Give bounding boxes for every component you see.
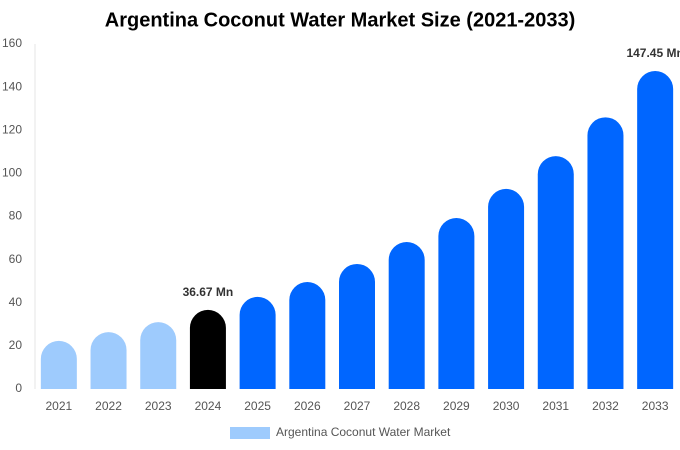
- x-tick-label: 2022: [95, 399, 122, 413]
- bar: [388, 241, 425, 389]
- y-tick-label: 140: [2, 79, 22, 93]
- y-tick-label: 120: [2, 122, 22, 136]
- value-label: 36.67 Mn: [183, 285, 234, 299]
- y-tick-label: 0: [15, 381, 22, 395]
- x-tick-label: 2032: [592, 399, 619, 413]
- x-tick-label: 2023: [145, 399, 172, 413]
- bar: [289, 282, 326, 389]
- x-tick-label: 2027: [344, 399, 371, 413]
- y-tick-label: 60: [9, 252, 23, 266]
- bar: [90, 332, 127, 389]
- bar: [40, 340, 77, 389]
- chart-title: Argentina Coconut Water Market Size (202…: [105, 9, 576, 31]
- x-tick-label: 2033: [642, 399, 669, 413]
- y-tick-label: 100: [2, 166, 22, 180]
- legend-swatch: [230, 427, 270, 439]
- y-tick-label: 20: [9, 338, 23, 352]
- bar: [339, 263, 375, 389]
- x-tick-label: 2025: [244, 399, 271, 413]
- x-tick-label: 2021: [45, 399, 72, 413]
- bar: [587, 117, 624, 389]
- x-tick-label: 2030: [493, 399, 520, 413]
- y-tick-label: 80: [9, 209, 23, 223]
- bar: [189, 309, 226, 389]
- x-tick-label: 2026: [294, 399, 321, 413]
- x-tick-label: 2028: [393, 399, 420, 413]
- bar: [438, 218, 475, 389]
- bar: [239, 296, 276, 389]
- x-tick-label: 2024: [195, 399, 222, 413]
- y-tick-label: 160: [2, 36, 22, 50]
- value-label: 147.45 Mn: [626, 46, 680, 60]
- x-tick-label: 2031: [542, 399, 569, 413]
- x-tick-label: 2029: [443, 399, 470, 413]
- bar: [140, 322, 177, 389]
- bar: [637, 71, 674, 389]
- legend-label: Argentina Coconut Water Market: [276, 425, 451, 439]
- bar: [488, 188, 525, 389]
- bar: [537, 156, 574, 389]
- y-tick-label: 40: [9, 295, 23, 309]
